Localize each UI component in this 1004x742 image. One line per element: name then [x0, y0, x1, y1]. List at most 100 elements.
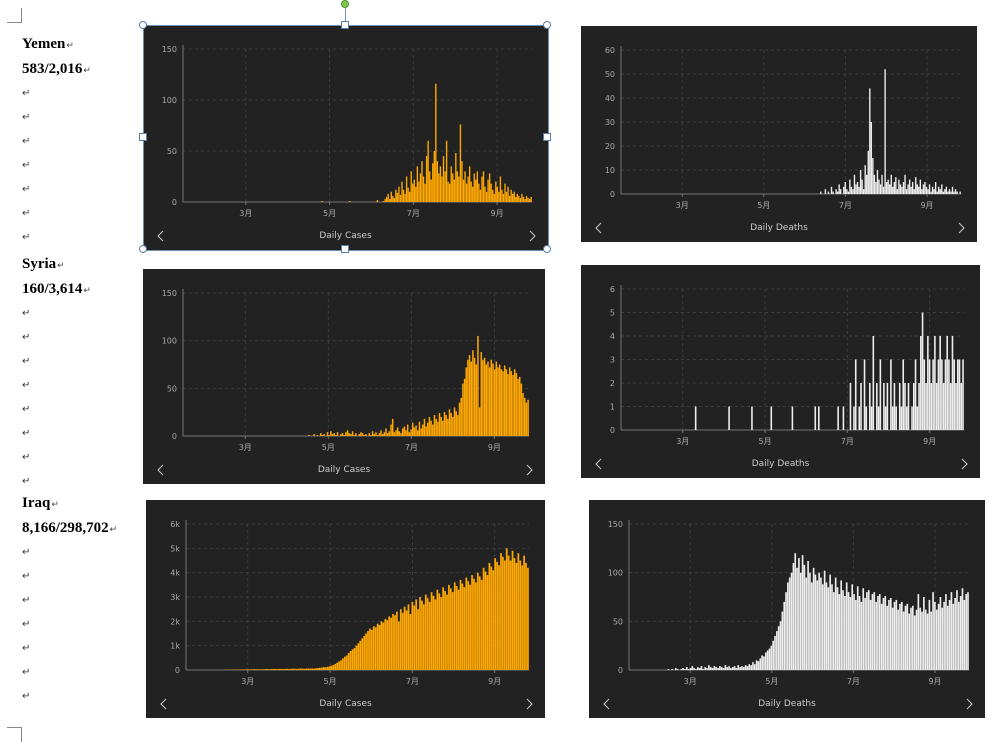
- bar: [415, 186, 417, 202]
- scroll-right-icon[interactable]: [529, 230, 536, 242]
- scroll-right-icon[interactable]: [526, 698, 533, 710]
- bar: [792, 562, 795, 670]
- bar: [390, 424, 392, 436]
- scroll-left-icon[interactable]: [595, 222, 602, 234]
- image-selection-frame: [143, 25, 549, 251]
- bar: [915, 609, 918, 670]
- chart-panel-syria-deaths[interactable]: 0 1 2 3 4 5 6 3月 5月 7月 9月 Daily Deaths: [581, 265, 980, 478]
- bar: [485, 191, 488, 202]
- bar: [492, 363, 494, 436]
- resize-handle-right[interactable]: [543, 133, 551, 141]
- x-tick-label: 9月: [488, 677, 501, 686]
- bar: [954, 189, 957, 194]
- bar: [899, 603, 901, 670]
- scroll-right-icon[interactable]: [958, 222, 965, 234]
- bar: [861, 179, 863, 194]
- y-tick-label: 100: [608, 569, 623, 578]
- bar: [724, 665, 727, 670]
- chart-panel-syria-cases[interactable]: 0 50 100 150 3月 5月 7月 9月 Daily Cases: [143, 269, 545, 484]
- bar: [291, 668, 294, 670]
- scroll-left-icon[interactable]: [595, 458, 602, 470]
- bar: [351, 431, 354, 436]
- bar: [445, 415, 447, 436]
- resize-handle-top-right[interactable]: [543, 21, 551, 29]
- resize-handle-bottom-left[interactable]: [139, 245, 147, 253]
- scroll-right-icon[interactable]: [966, 698, 973, 710]
- resize-handle-left[interactable]: [139, 133, 147, 141]
- bar: [733, 666, 736, 670]
- paragraph-mark-icon: ↵: [66, 40, 74, 50]
- bar: [380, 621, 383, 670]
- bar: [865, 406, 868, 430]
- bar: [422, 424, 424, 436]
- bar: [807, 560, 809, 670]
- resize-handle-top[interactable]: [341, 21, 349, 29]
- bar: [511, 550, 514, 670]
- bar: [438, 173, 440, 202]
- bar: [353, 435, 355, 436]
- bar: [450, 166, 452, 202]
- resize-handle-bottom-right[interactable]: [543, 245, 551, 253]
- bar: [834, 577, 837, 670]
- bar: [685, 667, 688, 670]
- bar: [924, 182, 926, 194]
- bar: [936, 191, 938, 194]
- x-tick-label: 9月: [928, 677, 941, 686]
- bar: [860, 383, 862, 430]
- bar: [702, 669, 705, 670]
- scroll-left-icon[interactable]: [157, 230, 164, 242]
- bar: [713, 666, 716, 670]
- bar: [432, 163, 434, 202]
- bar: [494, 558, 497, 670]
- bar: [920, 336, 922, 430]
- empty-paragraph: ↵: [22, 160, 31, 171]
- bar: [504, 183, 506, 202]
- chart-panel-yemen-cases[interactable]: 0 50 100 150 3月 5月 7月 9月 Daily Cases: [143, 25, 548, 250]
- bar: [359, 640, 362, 670]
- bar: [403, 426, 406, 436]
- empty-paragraph: ↵: [22, 184, 31, 195]
- chart-panel-yemen-deaths[interactable]: 0 10 20 30 40 50 60 3月 5月 7月 9月 Daily Deaths: [581, 26, 977, 242]
- bar: [417, 609, 419, 670]
- bar: [251, 669, 254, 670]
- bar: [937, 603, 940, 670]
- bar: [946, 605, 949, 670]
- scroll-right-icon[interactable]: [526, 464, 533, 476]
- resize-handle-top-left[interactable]: [139, 21, 147, 29]
- bar: [923, 359, 926, 430]
- chart-panel-iraq-deaths[interactable]: 0 50 100 150 3月 5月 7月 9月 Daily Deaths: [589, 500, 985, 718]
- scroll-right-icon[interactable]: [961, 458, 968, 470]
- bar: [742, 667, 745, 670]
- bar: [798, 558, 800, 670]
- bar: [770, 406, 773, 430]
- bar: [704, 667, 706, 670]
- bar: [902, 182, 905, 194]
- bar: [266, 669, 269, 670]
- bar: [676, 669, 679, 670]
- country-name: Syria: [22, 256, 57, 272]
- bar: [265, 669, 267, 670]
- bar: [959, 596, 962, 670]
- rotate-handle-icon[interactable]: [341, 0, 349, 8]
- bar: [854, 359, 857, 430]
- scroll-left-icon[interactable]: [603, 698, 610, 710]
- bar: [951, 336, 954, 430]
- bar: [950, 191, 952, 194]
- bar: [706, 668, 708, 670]
- scroll-left-icon[interactable]: [157, 464, 164, 476]
- bar: [877, 596, 879, 670]
- bar: [912, 605, 914, 670]
- bar: [394, 615, 396, 670]
- chart-panel-iraq-cases[interactable]: 0 1k 2k 3k 4k 5k 6k 3月 5月 7月 9月 Daily Cases: [146, 500, 545, 718]
- bar: [455, 586, 458, 670]
- x-tick-label: 5月: [757, 201, 770, 210]
- bar: [893, 383, 896, 430]
- bar: [833, 592, 835, 670]
- bar: [345, 432, 347, 436]
- resize-handle-bottom[interactable]: [341, 245, 349, 253]
- bar: [907, 184, 909, 194]
- bar: [444, 171, 446, 202]
- bar: [382, 622, 385, 670]
- bar: [820, 191, 822, 194]
- scroll-left-icon[interactable]: [160, 698, 167, 710]
